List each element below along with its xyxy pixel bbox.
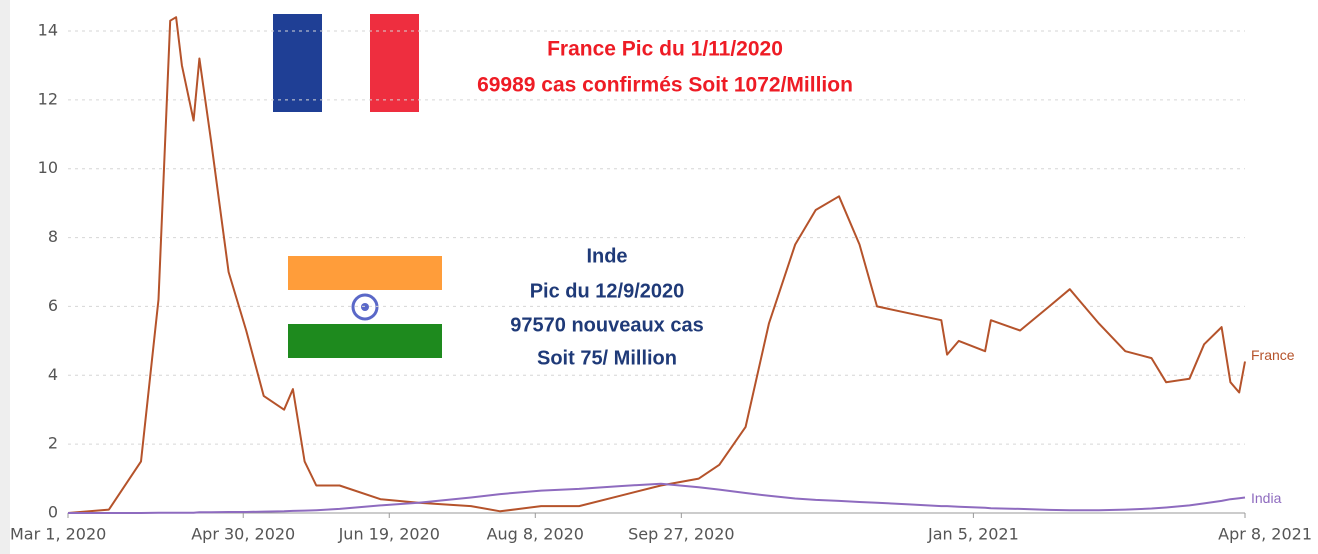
- x-tick-label: Aug 8, 2020: [487, 525, 584, 544]
- france-flag: [273, 14, 419, 112]
- side-strip: [0, 0, 10, 554]
- y-tick-label: 2: [48, 434, 58, 453]
- annotation: Inde: [586, 245, 627, 267]
- annotation: 69989 cas confirmés Soit 1072/Million: [477, 74, 853, 97]
- x-tick-label: Mar 1, 2020: [10, 525, 106, 544]
- series-line: [68, 482, 1246, 514]
- y-tick-label: 10: [38, 158, 58, 177]
- annotation: Soit 75/ Million: [537, 347, 677, 369]
- x-tick-label: Sep 27, 2020: [628, 525, 735, 544]
- x-tick-label: Jan 5, 2021: [927, 525, 1019, 544]
- y-tick-label: 6: [48, 296, 58, 315]
- india-flag: [288, 256, 442, 358]
- x-tick-label: Apr 30, 2020: [191, 525, 295, 544]
- x-tick-label: Apr 8, 2021: [1218, 525, 1312, 544]
- x-tick-label: Jun 19, 2020: [338, 525, 440, 544]
- annotation: France Pic du 1/11/2020: [547, 38, 783, 61]
- y-tick-label: 0: [48, 503, 58, 522]
- series-label: India: [1251, 490, 1282, 506]
- y-tick-label: 14: [38, 21, 58, 40]
- annotation: 97570 nouveaux cas: [510, 314, 703, 336]
- y-tick-label: 8: [48, 227, 58, 246]
- annotation: Pic du 12/9/2020: [530, 280, 685, 302]
- y-tick-label: 12: [38, 89, 58, 108]
- series-label: France: [1251, 347, 1295, 363]
- series-line: [67, 16, 1246, 514]
- y-tick-label: 4: [48, 365, 58, 384]
